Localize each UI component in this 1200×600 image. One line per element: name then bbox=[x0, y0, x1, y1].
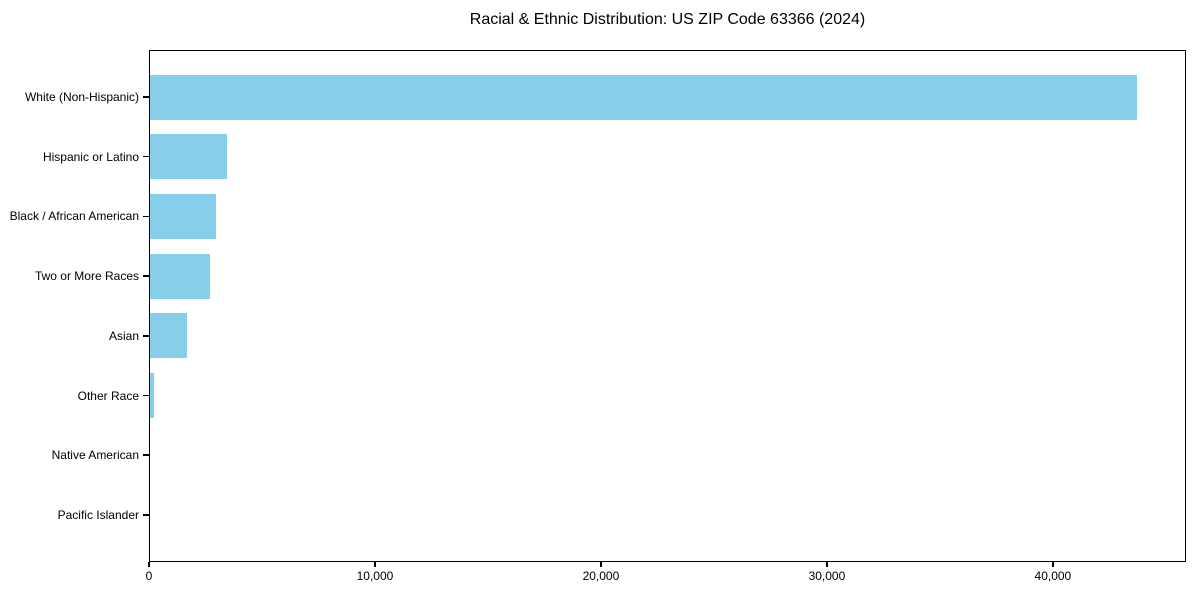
y-tick-mark bbox=[143, 96, 149, 98]
y-tick-label: White (Non-Hispanic) bbox=[24, 90, 139, 104]
x-tick-label: 30,000 bbox=[808, 569, 846, 583]
y-tick-label: Asian bbox=[108, 328, 139, 343]
y-tick-mark bbox=[143, 275, 149, 277]
y-tick-label: Two or More Races bbox=[34, 269, 139, 284]
x-tick-mark bbox=[374, 562, 376, 567]
x-tick-mark bbox=[1052, 562, 1054, 567]
y-tick-mark bbox=[143, 155, 149, 158]
y-tick-mark bbox=[143, 394, 149, 397]
x-tick-label: 20,000 bbox=[582, 569, 620, 583]
y-tick-label: Native American bbox=[51, 448, 139, 463]
bar bbox=[149, 313, 187, 359]
bar bbox=[149, 373, 154, 418]
x-tick-mark bbox=[600, 562, 602, 567]
bar bbox=[149, 74, 1137, 120]
y-tick-label: Pacific Islander bbox=[57, 507, 139, 522]
y-tick-label: Black / African American bbox=[9, 209, 139, 224]
x-tick-mark bbox=[148, 562, 150, 567]
y-tick-mark bbox=[143, 454, 149, 456]
y-tick-label: Hispanic or Latino bbox=[42, 149, 139, 164]
bar bbox=[149, 253, 210, 299]
plot-area bbox=[149, 50, 1186, 562]
x-tick-mark bbox=[826, 562, 828, 567]
bar bbox=[149, 134, 227, 180]
x-tick-label: 0 bbox=[145, 569, 153, 583]
y-tick-label: Other Race bbox=[77, 388, 139, 403]
y-tick-mark bbox=[143, 335, 149, 337]
y-tick-mark bbox=[143, 215, 149, 218]
bar bbox=[149, 432, 151, 478]
x-tick-label: 10,000 bbox=[356, 569, 394, 583]
bar bbox=[149, 193, 216, 239]
x-tick-label: 40,000 bbox=[1034, 569, 1072, 583]
y-tick-mark bbox=[143, 514, 149, 516]
chart-title: Racial & Ethnic Distribution: US ZIP Cod… bbox=[469, 11, 866, 28]
